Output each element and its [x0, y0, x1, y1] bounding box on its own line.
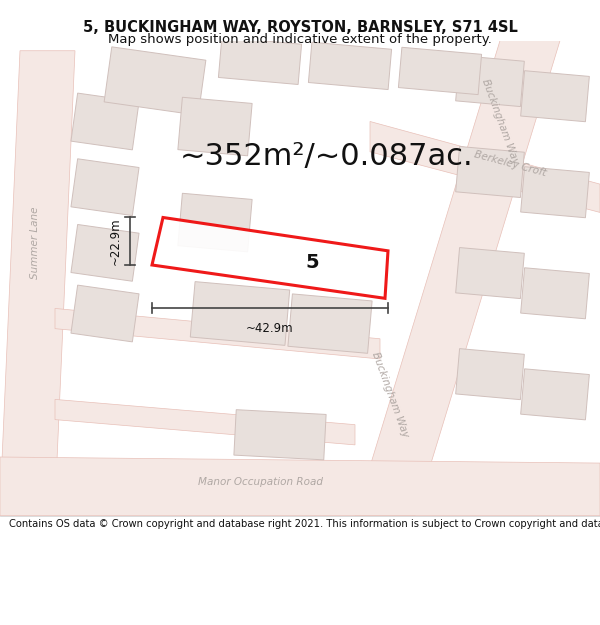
Text: 5: 5 — [305, 254, 319, 272]
Polygon shape — [104, 47, 206, 115]
Polygon shape — [178, 98, 252, 156]
Polygon shape — [152, 217, 388, 298]
Text: Buckingham Way: Buckingham Way — [370, 350, 410, 438]
Text: 5, BUCKINGHAM WAY, ROYSTON, BARNSLEY, S71 4SL: 5, BUCKINGHAM WAY, ROYSTON, BARNSLEY, S7… — [83, 20, 517, 35]
Text: Buckingham Way: Buckingham Way — [480, 78, 520, 166]
Polygon shape — [455, 56, 524, 107]
Text: Manor Occupation Road: Manor Occupation Road — [197, 478, 323, 488]
Polygon shape — [71, 224, 139, 281]
Text: ~22.9m: ~22.9m — [109, 217, 122, 265]
Text: ~352m²/~0.087ac.: ~352m²/~0.087ac. — [180, 142, 473, 171]
Text: Map shows position and indicative extent of the property.: Map shows position and indicative extent… — [108, 32, 492, 46]
Polygon shape — [178, 193, 252, 252]
Polygon shape — [0, 51, 75, 506]
Text: Contains OS data © Crown copyright and database right 2021. This information is : Contains OS data © Crown copyright and d… — [9, 519, 600, 529]
Polygon shape — [455, 146, 524, 198]
Polygon shape — [218, 37, 302, 84]
Polygon shape — [71, 93, 139, 150]
Polygon shape — [71, 285, 139, 342]
Polygon shape — [355, 41, 560, 516]
Polygon shape — [521, 167, 589, 217]
Polygon shape — [398, 48, 482, 94]
Polygon shape — [521, 268, 589, 319]
Polygon shape — [71, 159, 139, 216]
Polygon shape — [521, 369, 589, 420]
Polygon shape — [521, 71, 589, 122]
Text: ~42.9m: ~42.9m — [246, 322, 294, 335]
Polygon shape — [370, 121, 600, 212]
Polygon shape — [55, 399, 355, 445]
Polygon shape — [455, 349, 524, 399]
Polygon shape — [455, 248, 524, 299]
Polygon shape — [234, 409, 326, 460]
Text: Summer Lane: Summer Lane — [30, 206, 40, 279]
Polygon shape — [55, 309, 380, 359]
Text: Berkeley Croft: Berkeley Croft — [473, 149, 547, 178]
Polygon shape — [288, 294, 372, 353]
Polygon shape — [190, 282, 290, 346]
Polygon shape — [308, 42, 392, 89]
Polygon shape — [0, 457, 600, 516]
